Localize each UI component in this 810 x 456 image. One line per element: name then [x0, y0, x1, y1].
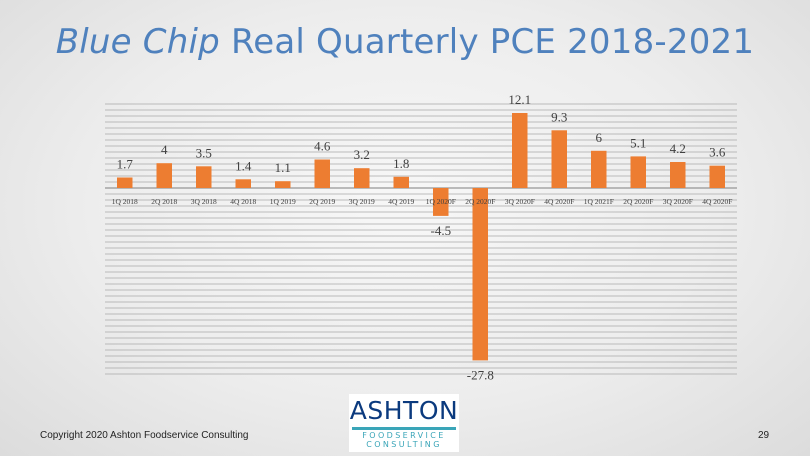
data-label-4: 1.1	[275, 160, 291, 175]
bar-4	[275, 181, 291, 188]
data-label-10: 12.1	[508, 92, 531, 107]
category-label-4: 1Q 2019	[270, 197, 296, 206]
data-label-1: 4	[161, 142, 168, 157]
category-label-7: 4Q 2019	[388, 197, 414, 206]
category-label-13: 2Q 2020F	[623, 197, 653, 206]
data-label-3: 1.4	[235, 158, 252, 173]
data-label-11: 9.3	[551, 109, 567, 124]
chart-gridlines	[105, 103, 737, 375]
category-label-10: 3Q 2020F	[505, 197, 535, 206]
chart-data-labels: 1.7 4 3.5 1.4 1.1 4.6 3.2 1.8 -4.5 -27.8 12.1 9.3 6 5…	[117, 92, 726, 382]
chart-category-labels: 1Q 2018 2Q 2018 3Q 2018 4Q 2018 1Q 2019 2Q 20…	[112, 197, 733, 206]
category-label-3: 4Q 2018	[230, 197, 256, 206]
category-label-0: 1Q 2018	[112, 197, 138, 206]
bar-14	[670, 162, 686, 188]
bar-6	[354, 168, 370, 188]
data-label-0: 1.7	[117, 157, 134, 172]
slide-title: Blue Chip Real Quarterly PCE 2018-2021	[0, 22, 810, 62]
category-label-6: 3Q 2019	[349, 197, 375, 206]
bar-10	[512, 113, 528, 188]
bar-12	[591, 150, 607, 188]
category-label-5: 2Q 2019	[309, 197, 335, 206]
slide-title-rest: Real Quarterly PCE 2018-2021	[230, 22, 755, 62]
logo-line-2: CONSULTING	[366, 440, 442, 449]
bar-7	[393, 176, 409, 188]
bar-3	[235, 179, 251, 188]
logo-line-1: FOODSERVICE	[362, 431, 446, 440]
slide-title-emphasis: Blue Chip	[55, 22, 220, 62]
ashton-logo: ASHTON FOODSERVICE CONSULTING	[349, 394, 459, 452]
bar-1	[156, 163, 172, 188]
data-label-2: 3.5	[196, 145, 212, 160]
category-label-15: 4Q 2020F	[702, 197, 732, 206]
bar-13	[630, 156, 646, 188]
chart-bars	[117, 113, 725, 361]
logo-wordmark: ASHTON	[349, 396, 459, 425]
data-label-12: 6	[596, 130, 603, 145]
data-label-13: 5.1	[630, 135, 646, 150]
bar-11	[551, 130, 567, 188]
data-label-8: -4.5	[431, 223, 452, 238]
category-label-1: 2Q 2018	[151, 197, 177, 206]
bar-2	[196, 166, 212, 188]
bar-8	[433, 188, 449, 216]
data-label-9: -27.8	[467, 367, 494, 382]
category-label-9: 2Q 2020F	[465, 197, 495, 206]
copyright-footer: Copyright 2020 Ashton Foodservice Consul…	[40, 430, 249, 441]
bar-15	[709, 165, 725, 188]
category-label-2: 3Q 2018	[191, 197, 217, 206]
category-label-12: 1Q 2021F	[584, 197, 614, 206]
logo-divider	[352, 427, 456, 430]
page-number: 29	[758, 430, 770, 441]
bar-0	[117, 177, 133, 188]
data-label-7: 1.8	[393, 156, 409, 171]
data-label-5: 4.6	[314, 139, 331, 154]
category-label-14: 3Q 2020F	[663, 197, 693, 206]
category-label-8: 1Q 2020F	[426, 197, 456, 206]
bar-5	[314, 159, 330, 188]
bar-9	[472, 188, 488, 361]
data-label-6: 3.2	[354, 147, 370, 162]
category-label-11: 4Q 2020F	[544, 197, 574, 206]
data-label-14: 4.2	[670, 141, 686, 156]
data-label-15: 3.6	[709, 145, 726, 160]
